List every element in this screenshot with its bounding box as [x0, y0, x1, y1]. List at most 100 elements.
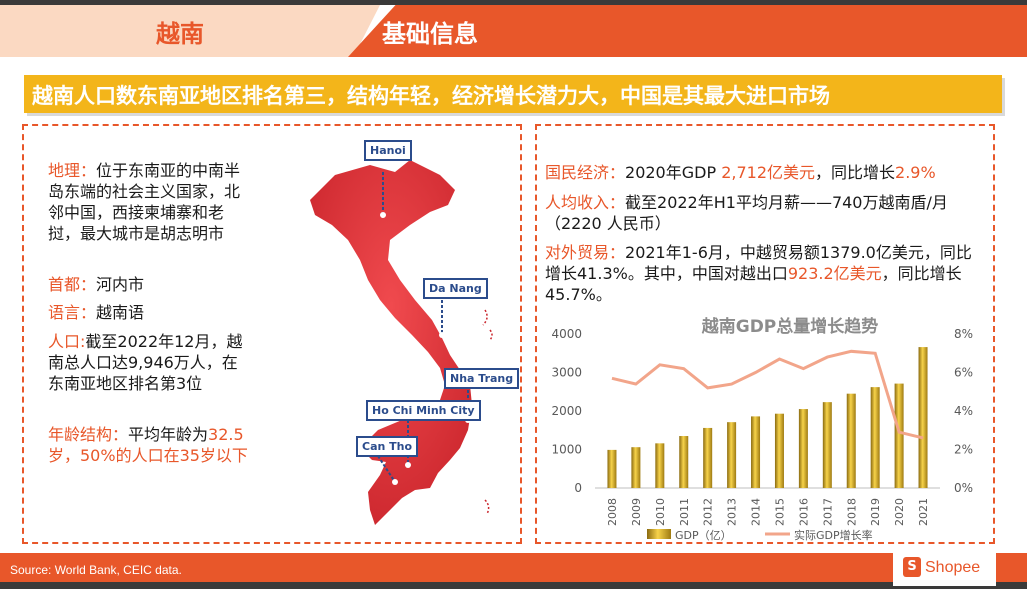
- economy-gdp-value: 2,712亿美元: [721, 163, 816, 182]
- economy-text-3: ，同比增长: [815, 163, 896, 182]
- x-tick-label: 2016: [797, 498, 810, 526]
- section-title: 基础信息: [382, 20, 478, 48]
- gdp-bar: [774, 413, 784, 488]
- x-axis-labels: 2008 2009 2010 2011 2012 2013 2014 2015 2016 2017…: [606, 498, 930, 526]
- x-tick-label: 2010: [654, 498, 667, 526]
- cantho-marker: [377, 455, 398, 485]
- population-label: 人口:: [48, 332, 86, 351]
- gdp-bars: [607, 347, 928, 488]
- x-tick-label: 2012: [702, 498, 715, 526]
- language-label: 语言：: [48, 303, 97, 322]
- capital-text: 河内市: [96, 275, 145, 294]
- economy-label: 国民经济：: [545, 163, 626, 182]
- x-tick-label: 2018: [845, 498, 858, 526]
- gdp-bar: [751, 416, 761, 488]
- gdp-bar: [703, 427, 713, 488]
- shopee-bag-icon: S: [903, 557, 921, 577]
- headline-bar: [24, 75, 1002, 113]
- income-block: 人均收入：截至2022年H1平均月薪——740万越南盾/月（2220 人民币）: [545, 192, 985, 234]
- city-label-hanoi: Hanoi: [364, 140, 412, 161]
- trade-export-value: 923.2亿美元: [787, 264, 882, 283]
- gdp-bar: [727, 422, 737, 488]
- population-block: 人口:截至2022年12月，越南总人口达9,946万人，在东南亚地区排名第3位: [48, 331, 248, 394]
- x-tick-label: 2019: [869, 498, 882, 526]
- city-label-nhatrang: Nha Trang: [444, 368, 520, 389]
- gdp-bar: [846, 393, 856, 488]
- y-left-tick-label: 1000: [551, 443, 582, 457]
- x-tick-label: 2017: [821, 498, 834, 526]
- y-axis-left: 0 1000 2000 3000 4000: [551, 327, 582, 495]
- population-text: 截至2022年12月，越南总人口达9,946万人，在东南亚地区排名第3位: [48, 332, 243, 393]
- language-text: 越南语: [96, 303, 145, 322]
- top-rule: [0, 0, 1027, 5]
- economy-growth-value: 2.9%: [895, 163, 936, 182]
- gdp-bar: [870, 387, 880, 488]
- income-label: 人均收入：: [545, 193, 626, 212]
- age-label: 年龄结构：: [48, 425, 129, 444]
- x-tick-label: 2013: [726, 498, 739, 526]
- gdp-bar: [918, 347, 928, 488]
- header-right-band: [348, 5, 1027, 57]
- y-right-tick-label: 8%: [954, 327, 973, 341]
- right-panel: [535, 124, 995, 544]
- source-note: Source: World Bank, CEIC data.: [10, 563, 182, 577]
- hanoi-marker: [380, 172, 386, 218]
- capital-label: 首都：: [48, 275, 97, 294]
- left-panel: [22, 124, 522, 544]
- trade-text-1: 2021年1-6月，中越贸易额1379.0亿美元，同比增长41.3%。其中，中国…: [545, 243, 972, 283]
- gdp-bar: [607, 449, 617, 488]
- islands-outline: [482, 309, 493, 515]
- x-tick-label: 2021: [917, 498, 930, 526]
- gdp-bar: [798, 409, 808, 488]
- y-left-tick-label: 4000: [551, 327, 582, 341]
- growth-line: [611, 349, 924, 440]
- y-left-tick-label: 2000: [551, 404, 582, 418]
- city-label-cantho: Can Tho: [356, 436, 419, 457]
- legend-gdp-swatch: [647, 529, 671, 539]
- y-right-tick-label: 4%: [954, 404, 973, 418]
- gdp-bar: [822, 402, 832, 488]
- gdp-bar: [631, 447, 641, 488]
- gdp-bar: [655, 443, 665, 488]
- y-left-tick-label: 3000: [551, 366, 582, 380]
- geography-label: 地理：: [48, 161, 97, 180]
- headline: 越南人口数东南亚地区排名第三，结构年轻，经济增长潜力大，中国是其最大进口市场: [32, 84, 830, 108]
- city-label-hcmc: Ho Chi Minh City: [366, 400, 481, 421]
- geography-block: 地理：位于东南亚的中南半岛东端的社会主义国家，北邻中国，西接柬埔寨和老挝，最大城…: [48, 160, 248, 244]
- age-text-2: 32.5岁，50%的人口在35岁以下: [48, 425, 248, 465]
- y-axis-right: 0% 2% 4% 6% 8%: [954, 327, 973, 495]
- trade-block: 对外贸易：2021年1-6月，中越贸易额1379.0亿美元，同比增长41.3%。…: [545, 242, 985, 305]
- trade-label: 对外贸易：: [545, 243, 626, 262]
- x-tick-label: 2014: [750, 498, 763, 526]
- y-right-tick-label: 2%: [954, 443, 973, 457]
- income-text: 截至2022年H1平均月薪——740万越南盾/月（2220 人民币）: [545, 193, 948, 233]
- shopee-logo-text: Shopee: [925, 559, 981, 576]
- x-tick-label: 2008: [606, 498, 619, 526]
- footer-rule: [0, 582, 1027, 589]
- vietnam-shape: [310, 160, 472, 525]
- legend: GDP（亿） 实际GDP增长率: [647, 528, 873, 542]
- danang-marker: [439, 300, 445, 338]
- header-left-band: [0, 5, 380, 57]
- vietnam-map: [310, 160, 493, 525]
- capital-block: 首都：河内市: [48, 274, 248, 295]
- language-block: 语言：越南语: [48, 302, 248, 323]
- gdp-chart: 越南GDP总量增长趋势 0 1000 2000 3000 4000 0% 2% 4% 6% 8%…: [551, 316, 973, 542]
- x-tick-label: 2020: [893, 498, 906, 526]
- legend-growth-label: 实际GDP增长率: [794, 528, 873, 542]
- y-right-tick-label: 6%: [954, 366, 973, 380]
- age-block: 年龄结构：平均年龄为32.5岁，50%的人口在35岁以下: [48, 424, 248, 466]
- y-right-tick-label: 0%: [954, 481, 973, 495]
- economy-block: 国民经济：2020年GDP 2,712亿美元，同比增长2.9%: [545, 162, 985, 183]
- x-tick-label: 2015: [773, 498, 786, 526]
- chart-title: 越南GDP总量增长趋势: [701, 316, 879, 337]
- trade-text-3: ，同比增长45.7%。: [545, 264, 962, 304]
- gdp-bar: [894, 383, 904, 488]
- legend-gdp-label: GDP（亿）: [675, 529, 732, 542]
- city-label-danang: Da Nang: [423, 278, 488, 299]
- x-tick-label: 2009: [630, 498, 643, 526]
- economy-text-1: 2020年GDP: [625, 163, 722, 182]
- gdp-bar: [679, 436, 689, 488]
- y-left-tick-label: 0: [574, 481, 582, 495]
- x-tick-label: 2011: [678, 498, 691, 526]
